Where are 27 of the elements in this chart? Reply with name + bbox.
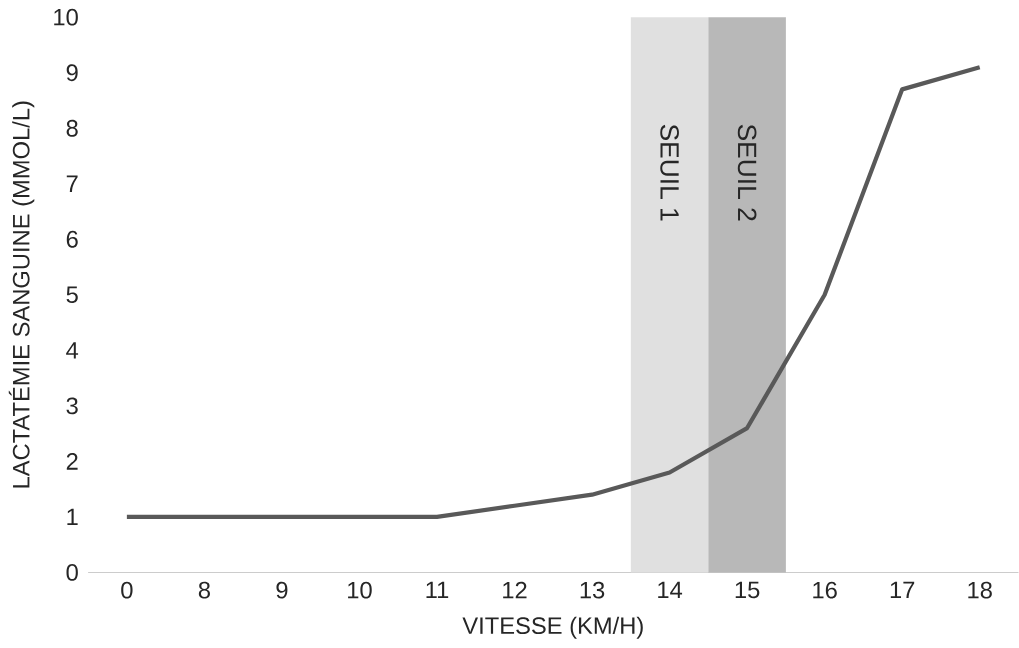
- x-tick-label: 12: [503, 581, 527, 599]
- x-tick-label: 16: [813, 581, 837, 599]
- y-tick-label: 0: [66, 564, 78, 582]
- x-axis-title: VITESSE (KM/H): [462, 616, 643, 639]
- x-tick-label: 8: [198, 581, 210, 599]
- y-tick-label: 8: [66, 120, 78, 137]
- x-tick-label: 13: [580, 581, 605, 599]
- y-tick-label: 1: [67, 508, 78, 526]
- x-tick-label: 14: [658, 581, 683, 599]
- y-tick-label: 9: [66, 64, 78, 82]
- x-tick-label: 11: [426, 581, 449, 599]
- x-tick-label: 17: [890, 581, 915, 599]
- band-label: SEUIL 2: [737, 124, 757, 221]
- y-tick-label: 5: [66, 286, 78, 304]
- x-tick-label: 15: [735, 581, 760, 599]
- x-tick-label: 10: [348, 581, 372, 599]
- y-tick-label: 2: [66, 453, 78, 470]
- y-axis-title: LACTATÉMIE SANGUINE (MMOL/L): [8, 101, 35, 488]
- x-tick-label: 0: [121, 581, 133, 599]
- y-tick-label: 6: [66, 231, 78, 248]
- y-tick-label: 3: [66, 397, 78, 415]
- x-tick-label: 18: [968, 581, 992, 599]
- x-tick-label: 9: [276, 581, 288, 599]
- y-tick-label: 10: [54, 9, 78, 26]
- y-tick-label: 4: [66, 342, 79, 359]
- y-tick-label: 7: [66, 175, 78, 193]
- band-label: SEUIL 1: [660, 124, 679, 221]
